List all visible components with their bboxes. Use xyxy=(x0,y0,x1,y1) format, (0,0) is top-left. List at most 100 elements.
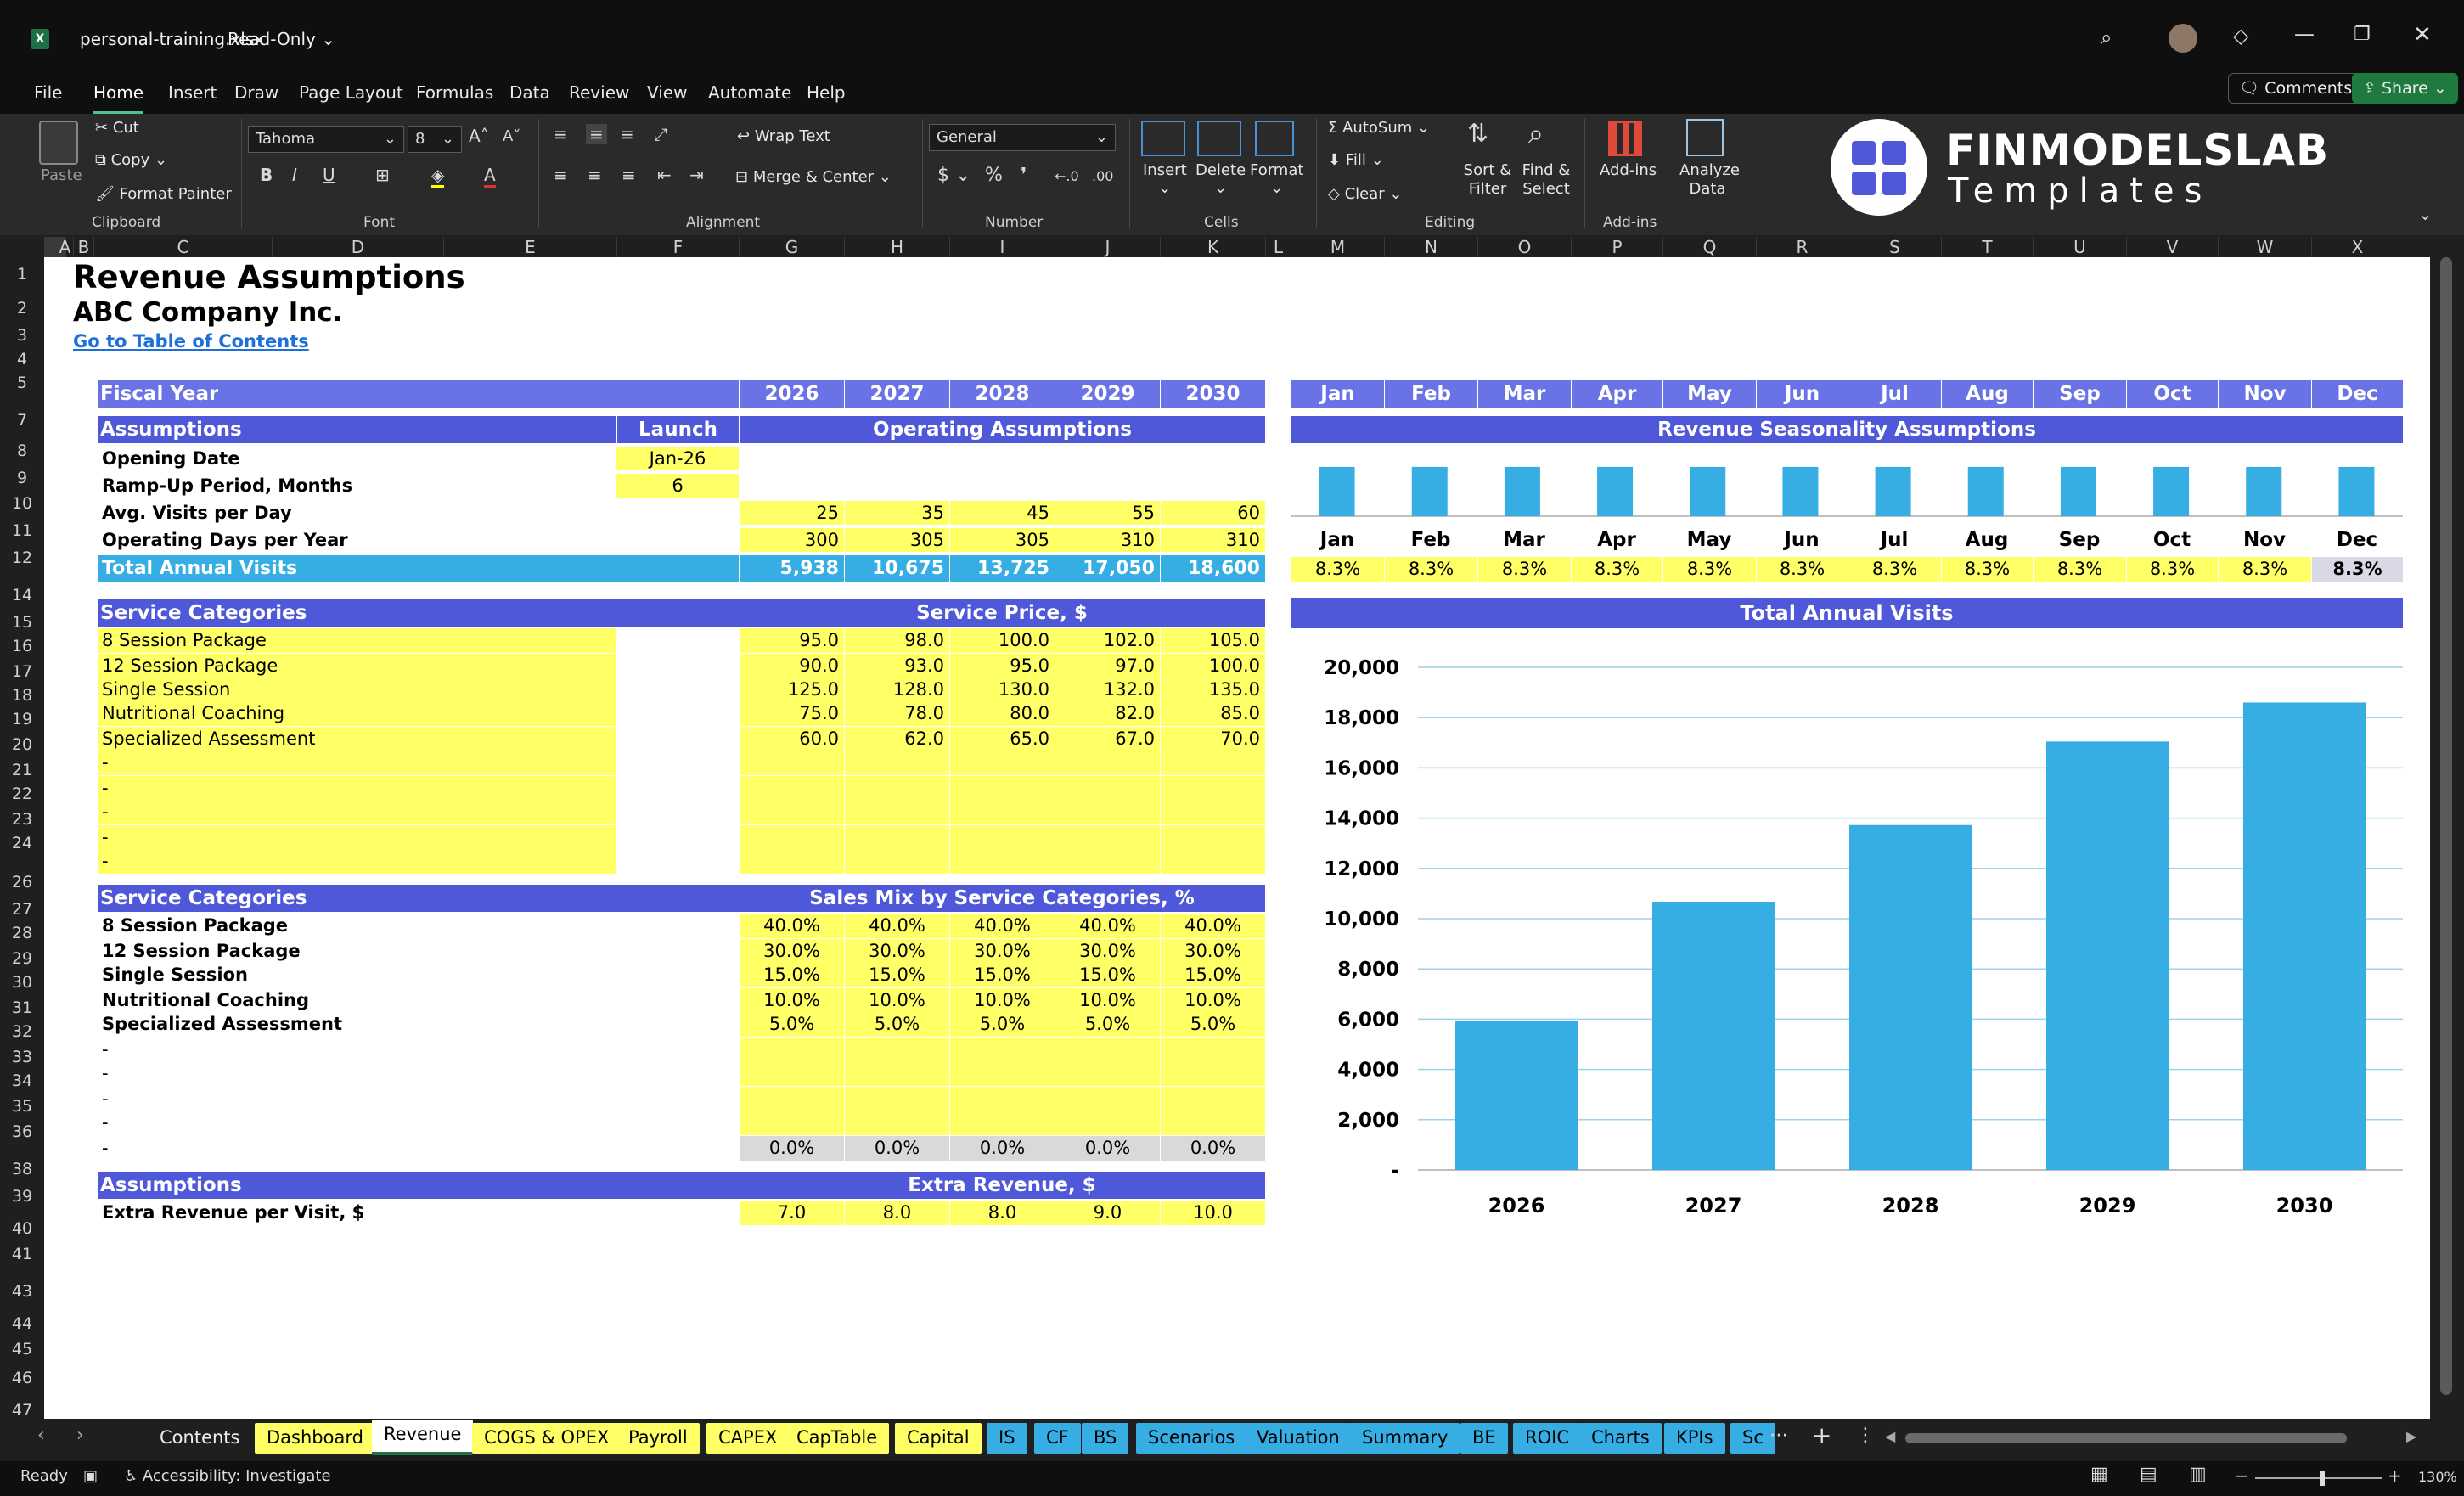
sales-mix-cell[interactable] xyxy=(949,1087,1055,1111)
zoom-slider-thumb[interactable] xyxy=(2320,1471,2325,1486)
service-price-cell[interactable]: 130.0 xyxy=(949,678,1055,702)
sales-mix-cell[interactable]: 30.0% xyxy=(739,939,844,964)
row-header[interactable]: 47 xyxy=(11,1401,33,1420)
read-only-dropdown[interactable]: Read-Only ⌄ xyxy=(228,29,335,49)
service-price-cell[interactable] xyxy=(844,776,949,801)
row-header[interactable]: 38 xyxy=(11,1160,33,1178)
service-name-cell[interactable]: 12 Session Package xyxy=(98,654,616,678)
column-header[interactable]: V xyxy=(2126,237,2218,257)
operating-days-cell[interactable]: 310 xyxy=(1160,528,1265,552)
minimize-icon[interactable]: — xyxy=(2294,22,2315,46)
service-price-cell[interactable] xyxy=(949,751,1055,775)
service-price-cell[interactable]: 78.0 xyxy=(844,701,949,726)
sales-mix-cell[interactable] xyxy=(949,1038,1055,1062)
column-header[interactable]: T xyxy=(1941,237,2033,257)
bold-icon[interactable]: B xyxy=(260,165,273,185)
sales-mix-cell[interactable]: 40.0% xyxy=(1160,914,1265,938)
service-price-cell[interactable] xyxy=(739,825,844,850)
column-header[interactable]: P xyxy=(1571,237,1662,257)
sheet-tab[interactable]: Charts xyxy=(1579,1423,1662,1454)
insert-button[interactable]: Insert ⌄ xyxy=(1143,161,1187,197)
service-price-cell[interactable] xyxy=(739,776,844,801)
extra-revenue-cell[interactable]: 10.0 xyxy=(1160,1201,1265,1225)
decrease-decimal-icon[interactable]: .00 xyxy=(1092,168,1114,184)
service-price-cell[interactable] xyxy=(1160,751,1265,775)
font-name-select[interactable]: Tahoma ⌄ xyxy=(248,126,404,153)
service-price-cell[interactable]: 98.0 xyxy=(844,628,949,653)
ramp-up-value[interactable]: 6 xyxy=(616,474,739,498)
underline-icon[interactable]: U xyxy=(323,165,335,185)
column-header[interactable]: R xyxy=(1756,237,1848,257)
row-header[interactable]: 32 xyxy=(11,1022,33,1041)
row-header[interactable]: 45 xyxy=(11,1340,33,1358)
service-name-cell[interactable]: Specialized Assessment xyxy=(98,727,616,751)
accessibility-status[interactable]: ♿ Accessibility: Investigate xyxy=(124,1467,331,1485)
service-price-cell[interactable]: 105.0 xyxy=(1160,628,1265,653)
seasonality-cell[interactable]: 8.3% xyxy=(2311,557,2403,582)
row-header[interactable]: 21 xyxy=(11,761,33,779)
seasonality-cell[interactable]: 8.3% xyxy=(2218,557,2311,582)
sales-mix-cell[interactable]: 10.0% xyxy=(844,988,949,1013)
sheet-tab[interactable]: ROIC xyxy=(1513,1423,1581,1454)
column-header[interactable]: F xyxy=(616,237,739,257)
sales-mix-cell[interactable]: 40.0% xyxy=(739,914,844,938)
extra-revenue-cell[interactable]: 8.0 xyxy=(844,1201,949,1225)
avatar[interactable] xyxy=(2169,24,2197,53)
add-sheet-icon[interactable]: + xyxy=(1812,1421,1832,1449)
zoom-in-icon[interactable]: + xyxy=(2388,1465,2402,1486)
column-header[interactable]: Q xyxy=(1662,237,1756,257)
next-sheet-icon[interactable]: › xyxy=(76,1425,84,1446)
sales-mix-cell[interactable] xyxy=(1055,1087,1160,1111)
menu-help[interactable]: Help xyxy=(807,82,846,103)
menu-view[interactable]: View xyxy=(647,82,688,103)
menu-page-layout[interactable]: Page Layout xyxy=(299,82,403,103)
increase-decimal-icon[interactable]: ←.0 xyxy=(1055,168,1079,184)
operating-days-cell[interactable]: 305 xyxy=(949,528,1055,552)
fill-color-icon[interactable]: ◈ xyxy=(431,165,445,188)
sales-mix-cell[interactable] xyxy=(739,1038,844,1062)
extra-revenue-cell[interactable]: 9.0 xyxy=(1055,1201,1160,1225)
extra-revenue-cell[interactable]: 7.0 xyxy=(739,1201,844,1225)
copy-button[interactable]: ⧉ Copy ⌄ xyxy=(95,151,168,169)
service-price-cell[interactable]: 100.0 xyxy=(949,628,1055,653)
sheet-tab[interactable]: Dashboard xyxy=(255,1423,375,1454)
format-cells-icon[interactable] xyxy=(1255,121,1294,156)
service-price-cell[interactable]: 70.0 xyxy=(1160,727,1265,751)
service-price-cell[interactable]: 65.0 xyxy=(949,727,1055,751)
service-price-cell[interactable] xyxy=(1160,825,1265,850)
sales-mix-cell[interactable]: 10.0% xyxy=(949,988,1055,1013)
number-format-select[interactable]: General ⌄ xyxy=(929,124,1116,151)
service-price-cell[interactable]: 128.0 xyxy=(844,678,949,702)
sheet-tab[interactable]: Payroll xyxy=(616,1423,700,1454)
row-header[interactable]: 28 xyxy=(11,924,33,942)
service-name-cell[interactable]: - xyxy=(98,776,616,801)
delete-button[interactable]: Delete ⌄ xyxy=(1195,161,1246,197)
sales-mix-cell[interactable]: 15.0% xyxy=(1055,963,1160,987)
zoom-slider[interactable] xyxy=(2255,1477,2382,1479)
row-header[interactable]: 7 xyxy=(16,411,28,430)
row-header[interactable]: 19 xyxy=(11,710,33,728)
column-header[interactable]: X xyxy=(2311,237,2403,257)
service-price-cell[interactable] xyxy=(1055,751,1160,775)
sales-mix-cell[interactable]: 10.0% xyxy=(1160,988,1265,1013)
service-price-cell[interactable]: 62.0 xyxy=(844,727,949,751)
extra-revenue-cell[interactable]: 8.0 xyxy=(949,1201,1055,1225)
sheet-tab[interactable]: Contents xyxy=(148,1423,252,1454)
scroll-right-icon[interactable]: ▶ xyxy=(2406,1428,2417,1444)
sales-mix-cell[interactable]: 30.0% xyxy=(1160,939,1265,964)
sales-mix-cell[interactable] xyxy=(844,1061,949,1086)
row-header[interactable]: 27 xyxy=(11,900,33,919)
sales-mix-cell[interactable]: 15.0% xyxy=(949,963,1055,987)
row-header[interactable]: 18 xyxy=(11,686,33,705)
row-header[interactable]: 2 xyxy=(16,299,28,318)
service-price-cell[interactable]: 67.0 xyxy=(1055,727,1160,751)
sort-filter-button[interactable]: Sort & Filter xyxy=(1463,161,1512,198)
sales-mix-cell[interactable] xyxy=(844,1087,949,1111)
column-header[interactable]: D xyxy=(272,237,443,257)
align-top-icon[interactable]: ≡ xyxy=(554,124,568,144)
sheet-tab[interactable]: CAPEX xyxy=(706,1423,790,1454)
service-price-cell[interactable] xyxy=(739,849,844,874)
macro-icon[interactable]: ▣ xyxy=(83,1467,98,1485)
service-price-cell[interactable] xyxy=(1055,800,1160,824)
collapse-ribbon-icon[interactable]: ⌄ xyxy=(2418,204,2433,224)
